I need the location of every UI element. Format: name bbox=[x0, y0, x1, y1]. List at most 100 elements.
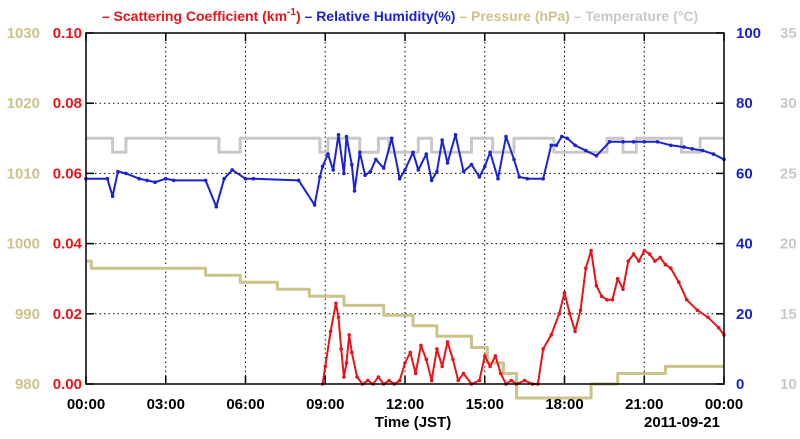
x-tick-label: 12:00 bbox=[386, 396, 424, 413]
series-relative-humidity-point bbox=[296, 178, 301, 183]
series-relative-humidity-point bbox=[525, 176, 530, 181]
series-relative-humidity-point bbox=[453, 133, 458, 137]
series-relative-humidity-point bbox=[214, 204, 219, 209]
series-scattering-coefficient-point bbox=[658, 255, 662, 260]
x-tick-label: 15:00 bbox=[466, 396, 504, 413]
series-relative-humidity-point bbox=[318, 175, 322, 179]
series-relative-humidity-line bbox=[86, 133, 725, 208]
series-scattering-coefficient-point bbox=[677, 280, 681, 285]
y-tick-label-humidity: 20 bbox=[736, 306, 753, 323]
series-pressure-line bbox=[86, 259, 724, 400]
y-tick-label-temperature: 25 bbox=[780, 165, 797, 182]
y-tick-label-pressure: 1020 bbox=[7, 95, 40, 112]
series-scattering-coefficient-point bbox=[347, 333, 352, 337]
y-tick-label-humidity: 0 bbox=[736, 376, 744, 393]
legend-pressure-label: Pressure (hPa) bbox=[471, 8, 570, 24]
legend-humidity-label: Relative Humidity(%) bbox=[316, 8, 455, 24]
series-scattering-coefficient-point bbox=[594, 283, 599, 288]
series-scattering-coefficient-point bbox=[435, 347, 439, 351]
y-tick-label-temperature: 10 bbox=[780, 376, 797, 393]
series-relative-humidity-point bbox=[607, 140, 612, 144]
series-scattering-coefficient-point bbox=[451, 357, 455, 362]
legend-scattering-sup: -1 bbox=[287, 7, 296, 18]
series-relative-humidity-point bbox=[488, 150, 492, 155]
series-relative-humidity-point bbox=[222, 176, 226, 181]
y-tick-label-scattering: 0.06 bbox=[53, 165, 82, 182]
y-tick-label-humidity: 60 bbox=[736, 165, 753, 182]
series-relative-humidity-point bbox=[363, 173, 367, 177]
series-scattering-coefficient-line bbox=[321, 249, 725, 385]
series-scattering-coefficient-point bbox=[413, 371, 418, 376]
y-tick-label-scattering: 0.02 bbox=[53, 306, 82, 323]
series-relative-humidity-point bbox=[336, 133, 341, 137]
y-tick-label-temperature: 15 bbox=[780, 306, 797, 323]
series-scattering-coefficient-point bbox=[695, 308, 700, 313]
series-relative-humidity-point bbox=[411, 150, 415, 155]
y-tick-label-scattering: 0.08 bbox=[53, 95, 82, 112]
legend-humidity-marker: – bbox=[301, 8, 317, 24]
series-relative-humidity-point bbox=[584, 148, 588, 153]
series-scattering-coefficient-point bbox=[706, 315, 710, 320]
series-scattering-coefficient-point bbox=[328, 329, 333, 334]
series-scattering-coefficient-point bbox=[342, 375, 346, 379]
y-tick-label-temperature: 30 bbox=[780, 95, 797, 112]
series-relative-humidity-point bbox=[251, 176, 256, 181]
series-relative-humidity-point bbox=[469, 162, 474, 167]
series-relative-humidity-point bbox=[368, 169, 373, 174]
x-tick-label: 21:00 bbox=[625, 396, 663, 413]
series-relative-humidity-point bbox=[435, 169, 439, 174]
series-relative-humidity-point bbox=[230, 168, 234, 172]
axis-layer: 00:00 03:00 06:00 09:00 12:00 15:00 18:00 21:00… bbox=[7, 25, 797, 413]
series-scattering-coefficient-point bbox=[408, 350, 413, 355]
series-scattering-coefficient-point bbox=[334, 301, 338, 306]
series-relative-humidity-point bbox=[105, 176, 110, 181]
series-relative-humidity-point bbox=[461, 169, 466, 174]
series-relative-humidity-point bbox=[549, 143, 553, 148]
series-scattering-coefficient-point bbox=[653, 259, 657, 263]
series-relative-humidity-point bbox=[381, 166, 386, 170]
legend-scattering-close: ) bbox=[296, 8, 301, 24]
y-tick-label-humidity: 100 bbox=[736, 25, 761, 42]
y-tick-label-pressure: 1030 bbox=[7, 25, 40, 42]
series-scattering-coefficient-point bbox=[568, 312, 572, 316]
series-relative-humidity-point bbox=[397, 176, 402, 181]
series-scattering-coefficient-point bbox=[509, 378, 514, 383]
x-tick-label: 00:00 bbox=[705, 396, 743, 413]
series-scattering-coefficient-point bbox=[621, 287, 625, 292]
series-relative-humidity-point bbox=[171, 178, 176, 183]
series-relative-humidity-point bbox=[711, 152, 716, 156]
series-relative-humidity-point bbox=[642, 140, 647, 144]
series-scattering-coefficient-point bbox=[419, 343, 423, 348]
series-scattering-coefficient-point bbox=[562, 290, 567, 295]
y-tick-label-temperature: 35 bbox=[780, 25, 797, 42]
series-relative-humidity-point bbox=[477, 175, 482, 179]
series-scattering-coefficient-point bbox=[403, 361, 407, 365]
series-relative-humidity-point bbox=[621, 140, 625, 144]
series-scattering-coefficient-point bbox=[376, 375, 381, 379]
series-scattering-coefficient-point bbox=[336, 315, 341, 320]
series-scattering-coefficient-point bbox=[429, 378, 434, 383]
date-label: 2011-09-21 bbox=[644, 414, 720, 431]
gridlines bbox=[86, 33, 724, 384]
series-relative-humidity-point bbox=[326, 152, 330, 156]
series-scattering-coefficient-point bbox=[647, 252, 652, 256]
y-tick-label-scattering: 0.04 bbox=[53, 236, 83, 253]
series-scattering-coefficient-point bbox=[663, 262, 668, 267]
series-relative-humidity-point bbox=[331, 168, 336, 172]
legend-pressure-marker: – bbox=[455, 8, 471, 24]
series-relative-humidity-point bbox=[203, 178, 208, 183]
series-scattering-coefficient-point bbox=[637, 259, 641, 263]
x-tick-label: 00:00 bbox=[67, 396, 105, 413]
y-tick-label-pressure: 1010 bbox=[7, 165, 40, 182]
series-relative-humidity-point bbox=[344, 134, 349, 139]
series-relative-humidity-point bbox=[504, 134, 508, 139]
series-relative-humidity-point bbox=[517, 175, 522, 179]
series-scattering-coefficient-point bbox=[488, 364, 492, 369]
series-scattering-coefficient-point bbox=[339, 347, 344, 351]
x-tick-label: 09:00 bbox=[306, 396, 344, 413]
series-relative-humidity-point bbox=[137, 176, 141, 181]
series-relative-humidity-point bbox=[429, 178, 434, 183]
series-relative-humidity-point bbox=[320, 164, 325, 169]
series-scattering-coefficient-point bbox=[573, 329, 577, 334]
